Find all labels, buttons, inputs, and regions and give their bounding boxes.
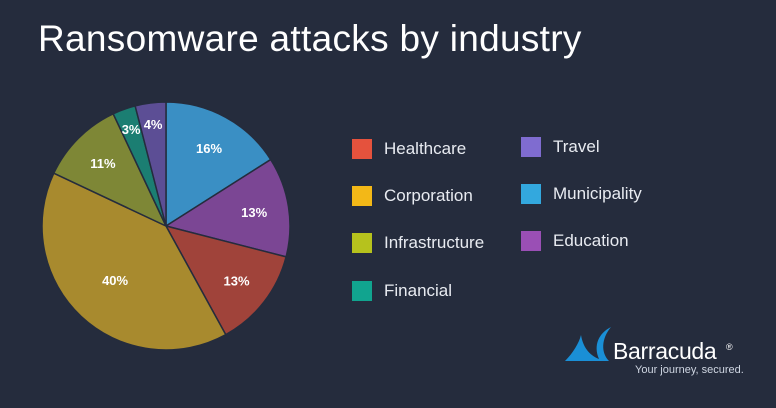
legend-item-financial: Financial bbox=[352, 279, 452, 303]
legend-label: Financial bbox=[384, 281, 453, 300]
data-label-financial: 3% bbox=[122, 122, 141, 137]
legend-swatch bbox=[352, 281, 372, 301]
pie-slice-education bbox=[164, 158, 291, 258]
legend-swatch bbox=[521, 184, 541, 204]
legend-item-corporation: Corporation bbox=[352, 184, 473, 208]
legend-swatch bbox=[352, 233, 372, 253]
legend-label: Corporation bbox=[384, 186, 473, 205]
legend-item-education: Education bbox=[521, 229, 629, 253]
pie-slice-infrastructure bbox=[52, 112, 168, 228]
legend-item-travel: Travel bbox=[521, 135, 600, 159]
data-label-travel: 4% bbox=[144, 117, 163, 132]
registered-mark: ® bbox=[726, 342, 733, 352]
pie-slice-healthcare bbox=[164, 224, 288, 336]
legend-label: Travel bbox=[553, 137, 600, 156]
page-title: Ransomware attacks by industry bbox=[38, 18, 582, 59]
legend-label: Education bbox=[553, 231, 629, 250]
legend-item-healthcare: Healthcare bbox=[352, 137, 466, 161]
pie-slice-corporation bbox=[41, 172, 227, 351]
pie-slice-travel bbox=[134, 101, 167, 227]
brand-name: Barracuda bbox=[613, 338, 717, 364]
brand-tagline: Your journey, secured. bbox=[635, 364, 744, 376]
chart-legend: Healthcare Corporation Infrastructure Fi… bbox=[352, 135, 682, 315]
data-label-municipality: 16% bbox=[196, 141, 222, 156]
legend-swatch bbox=[521, 231, 541, 251]
legend-swatch bbox=[352, 186, 372, 206]
pie-slices bbox=[41, 101, 291, 351]
legend-swatch bbox=[352, 139, 372, 159]
legend-label: Municipality bbox=[553, 184, 642, 203]
legend-label: Healthcare bbox=[384, 139, 467, 158]
pie-slice-municipality bbox=[165, 101, 272, 228]
legend-item-infrastructure: Infrastructure bbox=[352, 231, 484, 255]
barracuda-fin-icon bbox=[565, 327, 611, 361]
legend-label: Infrastructure bbox=[384, 233, 485, 252]
data-label-infrastructure: 11% bbox=[90, 156, 116, 171]
legend-swatch bbox=[521, 137, 541, 157]
data-label-healthcare: 13% bbox=[223, 274, 249, 289]
data-label-corporation: 40% bbox=[102, 273, 128, 288]
legend-item-municipality: Municipality bbox=[521, 182, 642, 206]
barracuda-logo: Barracuda ® Your journey, secured. bbox=[563, 322, 744, 382]
data-label-education: 13% bbox=[241, 205, 267, 220]
